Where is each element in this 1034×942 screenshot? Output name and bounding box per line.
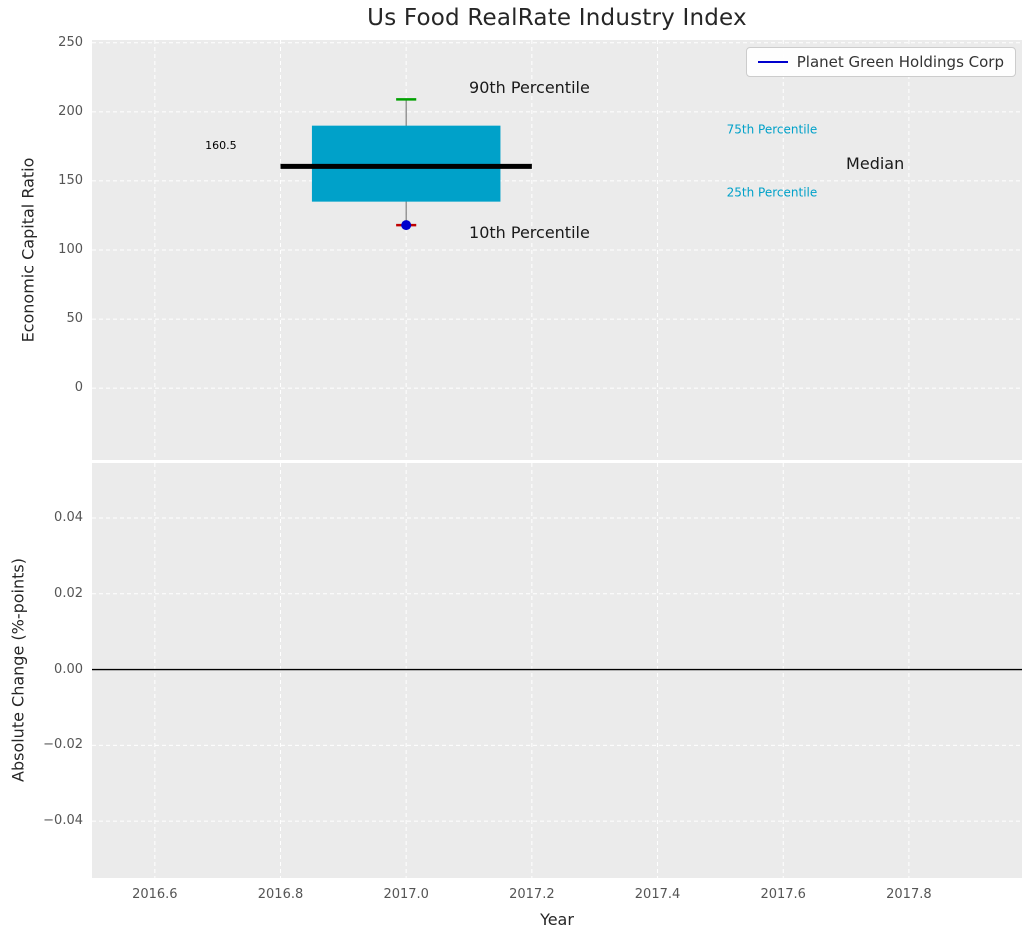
x-tick-label: 2017.2 xyxy=(509,887,555,902)
x-tick-label: 2017.6 xyxy=(760,887,806,902)
y-tick-label: 50 xyxy=(66,311,83,327)
y-tick-label: −0.02 xyxy=(43,737,83,753)
annotation-75th-percentile: 75th Percentile xyxy=(726,122,818,137)
panel-bottom-canvas xyxy=(92,463,1022,878)
panel-top-canvas xyxy=(92,40,1022,460)
iqr-box xyxy=(311,125,501,202)
y-tick-label: −0.04 xyxy=(43,813,83,829)
annotation-160-5: 160.5 xyxy=(205,139,237,153)
y-tick-label: 250 xyxy=(58,34,83,50)
x-tick-label: 2016.6 xyxy=(132,887,178,902)
y-tick-label: 200 xyxy=(58,103,83,119)
x-tick-label: 2017.0 xyxy=(383,887,429,902)
top-plot-area: 160.5 90th Percentile 75th Percentile Media… xyxy=(92,40,1022,460)
annotation-median: Median xyxy=(846,154,905,174)
y-tick-label: 150 xyxy=(58,172,83,188)
annotation-90th-percentile: 90th Percentile xyxy=(469,78,590,98)
y-tick-label: 100 xyxy=(58,242,83,257)
x-tick-label: 2017.8 xyxy=(886,887,932,902)
y-tick-label: 0.04 xyxy=(54,509,83,525)
x-axis-label: Year xyxy=(540,910,574,929)
legend-line-sample xyxy=(757,61,788,63)
x-tick-label: 2017.4 xyxy=(634,887,681,902)
company-point xyxy=(401,220,412,231)
annotation-10th-percentile: 10th Percentile xyxy=(469,223,590,243)
bottom-plot-area xyxy=(92,463,1022,878)
y-tick-label: 0.00 xyxy=(54,661,83,677)
y-tick-label: 0.02 xyxy=(54,585,83,601)
annotation-25th-percentile: 25th Percentile xyxy=(726,185,818,200)
legend-label: Planet Green Holdings Corp xyxy=(796,53,1004,71)
chart-title: Us Food RealRate Industry Index xyxy=(367,5,747,31)
y-tick-label: 0 xyxy=(74,380,83,396)
legend: Planet Green Holdings Corp xyxy=(745,47,1016,77)
x-tick-label: 2016.8 xyxy=(257,887,304,902)
